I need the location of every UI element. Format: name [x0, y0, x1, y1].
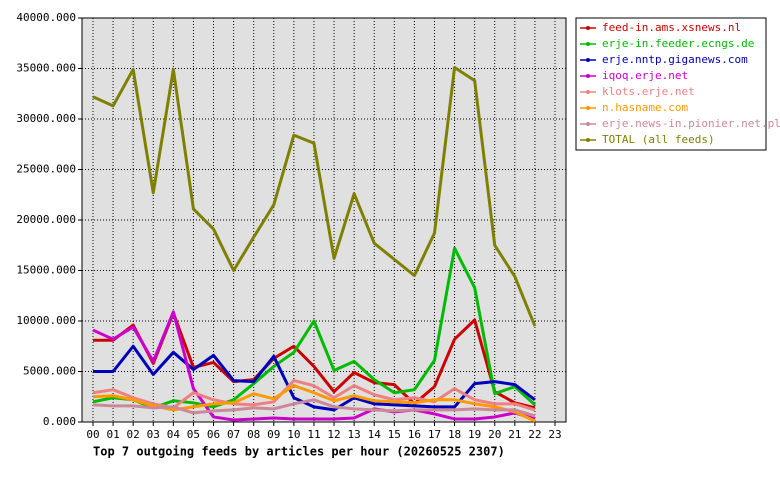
- x-tick-label: 00: [86, 428, 99, 441]
- x-tick-label: 16: [408, 428, 421, 441]
- legend-dot: [586, 74, 590, 78]
- legend-dot: [586, 138, 590, 142]
- x-tick-label: 03: [147, 428, 160, 441]
- legend-label: iqoq.erje.net: [602, 69, 688, 82]
- series-line: [92, 246, 536, 410]
- x-tick-label: 07: [227, 428, 240, 441]
- x-tick-label: 14: [368, 428, 382, 441]
- x-tick-label: 04: [167, 428, 181, 441]
- x-tick-label: 06: [207, 428, 220, 441]
- y-tick-label: 15000.000: [16, 264, 76, 277]
- x-tick-label: 23: [548, 428, 561, 441]
- legend-label: n.hasname.com: [602, 101, 688, 114]
- x-tick-label: 20: [488, 428, 501, 441]
- legend-label: klots.erje.net: [602, 85, 695, 98]
- x-tick-label: 13: [348, 428, 361, 441]
- y-tick-label: 0.000: [43, 415, 76, 428]
- legend-box: [575, 17, 767, 151]
- x-tick-label: 05: [187, 428, 200, 441]
- y-tick-label: 35000.000: [16, 62, 76, 75]
- series-line: [92, 398, 536, 418]
- x-tick-label: 19: [468, 428, 481, 441]
- legend-label: TOTAL (all feeds): [602, 133, 715, 146]
- y-tick-label: 25000.000: [16, 163, 76, 176]
- x-tick-label: 09: [267, 428, 280, 441]
- legend-label: feed-in.ams.xsnews.nl: [602, 21, 741, 34]
- x-tick-label: 22: [528, 428, 541, 441]
- x-tick-label: 10: [287, 428, 300, 441]
- x-tick-label: 17: [428, 428, 441, 441]
- series-line: [92, 65, 537, 327]
- legend-dot: [586, 106, 590, 110]
- chart-title: Top 7 outgoing feeds by articles per hou…: [93, 445, 505, 459]
- y-tick-label: 40000.000: [16, 11, 76, 24]
- legend-dot: [586, 122, 590, 126]
- x-tick-label: 08: [247, 428, 260, 441]
- x-tick-label: 01: [106, 428, 119, 441]
- y-tick-label: 30000.000: [16, 112, 76, 125]
- x-tick-label: 11: [307, 428, 320, 441]
- legend-dot: [586, 42, 590, 46]
- legend-label: erje.news-in.pionier.net.pl: [602, 117, 780, 130]
- legend-dot: [586, 26, 590, 30]
- legend-dot: [586, 90, 590, 94]
- x-tick-label: 21: [508, 428, 521, 441]
- x-tick-label: 15: [388, 428, 401, 441]
- x-tick-label: 18: [448, 428, 461, 441]
- x-tick-label: 12: [327, 428, 340, 441]
- legend-label: erje.nntp.giganews.com: [602, 53, 748, 66]
- legend-label: erje-in.feeder.ecngs.de: [602, 37, 754, 50]
- y-tick-label: 5000.000: [23, 365, 76, 378]
- y-tick-label: 10000.000: [16, 314, 76, 327]
- x-tick-label: 02: [127, 428, 140, 441]
- series-line: [93, 344, 536, 412]
- y-tick-label: 20000.000: [16, 213, 76, 226]
- legend-dot: [586, 58, 590, 62]
- series-line: [92, 310, 536, 422]
